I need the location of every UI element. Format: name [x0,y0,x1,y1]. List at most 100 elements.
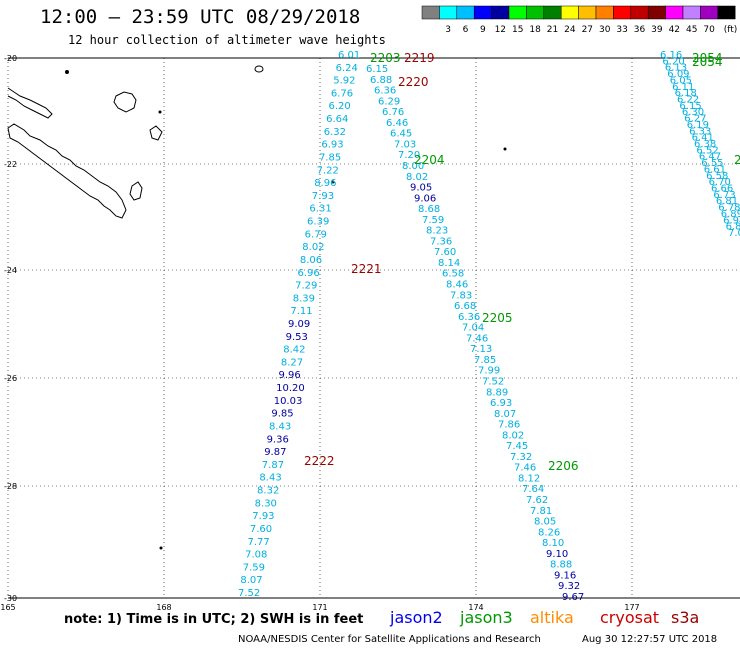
latitude-label: -26 [4,374,17,383]
swh-value: 6.27 [684,114,706,125]
color-scale-tick: 33 [616,25,627,35]
swh-value: 6.79 [305,229,327,240]
color-scale-tick: 12 [495,25,506,35]
swh-value: 7.93 [312,191,334,202]
loyalty-island-1 [113,91,137,113]
swh-value: 6.89 [721,209,740,220]
swh-value: 9.96 [278,370,300,381]
swh-value: 8.02 [302,242,324,253]
color-swatch [595,5,614,20]
swh-value: 6.19 [687,120,709,131]
swh-value: 10.03 [274,396,303,407]
loyalty-island-2 [129,181,143,201]
swh-value: 6.20 [662,56,684,67]
swh-value: 7.45 [506,441,528,452]
islet-2 [65,70,69,74]
swh-value: 7.60 [434,247,456,258]
pass-label: 2220 [398,75,429,89]
swh-value: 8.07 [494,409,516,420]
color-scale-tick: 9 [480,25,486,35]
color-swatch [717,5,736,20]
color-swatch [682,5,701,20]
swh-value: 6.41 [692,133,714,144]
swh-value: 7.46 [466,333,488,344]
swh-value: 10.20 [276,383,305,394]
mission-cryosat: cryosat [600,608,660,627]
color-scale-tick: 39 [651,25,663,35]
color-scale-tick: 27 [582,25,593,35]
longitude-label: 168 [156,603,171,612]
swh-value: 7.29 [295,281,317,292]
color-swatch [700,5,719,20]
pass-label: 2054 [692,51,723,65]
pass-label: 2204 [414,153,445,167]
latitude-label: -28 [4,482,17,491]
color-scale-unit: (ft) [724,25,738,35]
swh-value: 8.23 [426,226,448,237]
swh-value: 6.31 [309,204,331,215]
swh-value: 6.39 [307,217,329,228]
swh-value: 7.52 [238,588,260,599]
swh-value: 6.46 [386,118,408,129]
loyalty-island-3 [149,125,163,141]
swh-value: 6.24 [336,63,358,74]
swh-value: 7.04 [462,323,484,334]
swh-value: 8.05 [534,517,556,528]
swh-value: 9.36 [267,434,289,445]
color-scale-tick: 21 [547,25,558,35]
swh-value: 9.10 [546,549,568,560]
pass-label: 2221 [351,262,382,276]
swh-value: 7.93 [252,511,274,522]
swh-value: 8.96 [314,178,336,189]
latitude-label: -30 [4,594,17,603]
color-swatch [473,5,492,20]
color-swatch [647,5,666,20]
pass-label: 2205 [482,311,513,325]
color-scale-tick: 6 [463,25,469,35]
footer-credit: NOAA/NESDIS Center for Satellite Applica… [238,634,541,645]
swh-value: 7.22 [317,165,339,176]
color-swatch [508,5,527,20]
swh-value: 6.36 [374,86,396,97]
swh-value: 7.87 [262,460,284,471]
swh-value: 6.73 [713,190,735,201]
color-scale-tick: 18 [529,25,541,35]
map-note: note: 1) Time is in UTC; 2) SWH is in fe… [64,612,364,627]
latitude-label: -22 [4,160,17,169]
swh-value: 6.15 [366,64,388,75]
swh-value: 6.16 [660,50,682,61]
color-scale-tick: 30 [599,25,611,35]
swh-value: 8.88 [550,560,572,571]
swh-value: 8.89 [486,387,508,398]
swh-value: 8.14 [438,258,460,269]
coast-fragment-north [7,87,53,119]
swh-value: 6.45 [390,129,412,140]
swh-value: 6.20 [328,101,350,112]
swh-value: 6.70 [709,177,731,188]
swh-value: 9.53 [286,332,308,343]
swh-value: 6.76 [331,88,353,99]
swh-value: 6.01 [338,50,360,61]
swh-value: 9.85 [271,409,293,420]
swh-value: 8.46 [446,280,468,291]
pass-label: 2206 [548,459,579,473]
swh-value: 6.36 [458,312,480,323]
swh-value: 7.62 [526,495,548,506]
swh-value: 7.08 [245,550,267,561]
islet-6 [158,110,162,114]
swh-value: 8.00 [402,161,424,172]
swh-value: 6.09 [667,69,689,80]
longitude-label: 174 [468,603,483,612]
swh-value: 6.61 [704,164,726,175]
swh-value: 6.87 [726,222,740,233]
pass-label: 2 [734,153,740,167]
map-title: 12:00 – 23:59 UTC 08/29/2018 [40,6,361,28]
swh-value: 7.13 [470,344,492,355]
swh-value: 9.06 [414,193,436,204]
latitude-label: -24 [4,266,17,275]
track-labels: 2203 2219 2220 2204 2221 2205 2222 2206 20542054… [304,51,740,473]
swh-value: 6.11 [672,82,694,93]
color-swatch [543,5,562,20]
swh-value: 6.58 [442,269,464,280]
swh-value: 7.83 [450,290,472,301]
